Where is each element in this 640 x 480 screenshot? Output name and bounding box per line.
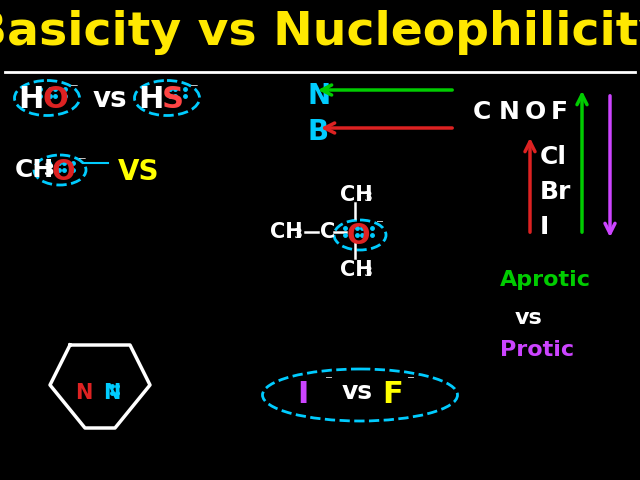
Text: S: S xyxy=(162,85,184,114)
Text: N: N xyxy=(308,82,331,110)
Text: CH: CH xyxy=(340,185,372,205)
Text: 3: 3 xyxy=(294,227,303,241)
Text: N: N xyxy=(499,100,520,124)
Text: C: C xyxy=(473,100,492,124)
Text: I: I xyxy=(297,380,308,409)
Text: ⁻: ⁻ xyxy=(190,80,199,98)
Text: I: I xyxy=(540,215,549,239)
Text: ⁻: ⁻ xyxy=(407,373,415,388)
Text: ⁻: ⁻ xyxy=(376,217,384,232)
Text: ⁻: ⁻ xyxy=(78,153,87,171)
Text: O: O xyxy=(347,222,371,250)
Text: N: N xyxy=(103,383,120,403)
Text: vs: vs xyxy=(93,85,127,113)
Text: O: O xyxy=(42,85,68,114)
Text: 3: 3 xyxy=(44,163,54,178)
Text: Cl: Cl xyxy=(540,145,567,169)
Text: VS: VS xyxy=(118,158,159,186)
Text: F: F xyxy=(551,100,568,124)
Text: CH: CH xyxy=(340,260,372,280)
Text: vs: vs xyxy=(342,380,373,404)
Text: CH: CH xyxy=(15,158,54,182)
Text: O: O xyxy=(525,100,547,124)
Text: B: B xyxy=(308,118,329,146)
Text: O: O xyxy=(52,158,76,186)
Text: N: N xyxy=(75,383,92,403)
Text: CH: CH xyxy=(270,222,303,242)
Text: ⁻: ⁻ xyxy=(70,80,79,98)
Text: vs: vs xyxy=(515,308,543,328)
Text: 3: 3 xyxy=(364,265,372,279)
Text: C: C xyxy=(320,222,335,242)
Text: H: H xyxy=(138,85,163,114)
Text: F: F xyxy=(382,380,403,409)
Text: Br: Br xyxy=(540,180,572,204)
Text: Basicity vs Nucleophilicity: Basicity vs Nucleophilicity xyxy=(0,10,640,55)
Text: H: H xyxy=(18,85,44,114)
Text: Aprotic: Aprotic xyxy=(500,270,591,290)
Text: 3: 3 xyxy=(364,190,372,204)
Text: Protic: Protic xyxy=(500,340,574,360)
Text: ⁻: ⁻ xyxy=(325,373,333,388)
